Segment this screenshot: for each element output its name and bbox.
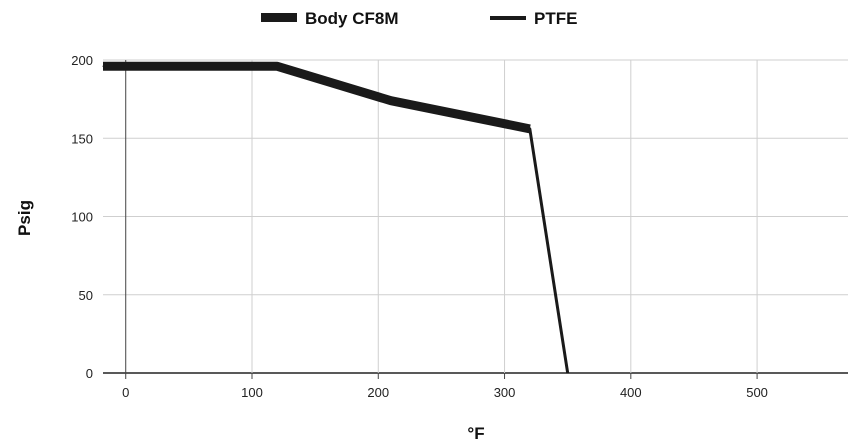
y-axis-ticks: 0 50 100 150 200 (71, 53, 93, 381)
y-tick-label: 150 (71, 131, 93, 146)
data-point (390, 100, 392, 102)
legend-item-body-cf8m: Body CF8M (261, 9, 399, 28)
x-axis-ticks: 0 100 200 300 400 500 (122, 385, 768, 400)
x-tick-label: 100 (241, 385, 263, 400)
legend-label-ptfe: PTFE (534, 9, 577, 28)
y-tick-label: 0 (86, 366, 93, 381)
legend: Body CF8M PTFE (261, 9, 577, 28)
data-point (102, 65, 104, 67)
legend-swatch-ptfe (490, 16, 526, 20)
legend-swatch-body-cf8m (261, 13, 297, 22)
y-axis-title: Psig (15, 200, 34, 236)
grid (103, 59, 848, 379)
x-tick-label: 300 (494, 385, 516, 400)
legend-label-body-cf8m: Body CF8M (305, 9, 399, 28)
x-tick-label: 500 (746, 385, 768, 400)
y-tick-label: 50 (79, 288, 93, 303)
x-tick-label: 400 (620, 385, 642, 400)
x-tick-label: 0 (122, 385, 129, 400)
y-tick-label: 200 (71, 53, 93, 68)
data-point (529, 128, 531, 130)
x-axis-title: °F (467, 424, 484, 443)
series-layer (102, 61, 570, 374)
series-line-ptfe (103, 64, 570, 374)
data-point (567, 372, 569, 374)
data-point (276, 65, 278, 67)
series-line-body-cf8m (103, 61, 531, 134)
legend-item-ptfe: PTFE (490, 9, 577, 28)
x-tick-label: 200 (367, 385, 389, 400)
y-tick-label: 100 (71, 210, 93, 225)
